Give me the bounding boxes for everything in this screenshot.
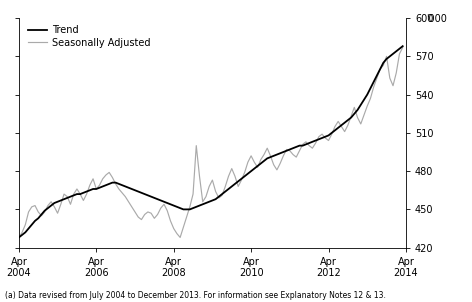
Text: (a) Data revised from July 2004 to December 2013. For information see Explanator: (a) Data revised from July 2004 to Decem… (5, 291, 386, 300)
Seasonally Adjusted (16, 236, 22, 239)
Y-axis label: '000: '000 (426, 14, 447, 24)
Trend (400, 44, 405, 48)
Seasonally Adjusted (280, 154, 286, 158)
Seasonally Adjusted (229, 167, 235, 170)
Trend (319, 136, 325, 140)
Trend (119, 183, 125, 187)
Line: Seasonally Adjusted: Seasonally Adjusted (19, 47, 403, 237)
Trend (387, 55, 393, 58)
Trend (229, 185, 235, 188)
Trend (280, 150, 286, 154)
Seasonally Adjusted (97, 183, 102, 187)
Seasonally Adjusted (319, 132, 325, 136)
Seasonally Adjusted (400, 46, 405, 49)
Seasonally Adjusted (119, 191, 125, 194)
Line: Trend: Trend (19, 46, 403, 237)
Seasonally Adjusted (387, 76, 393, 80)
Trend (97, 186, 102, 190)
Trend (16, 236, 22, 239)
Legend: Trend, Seasonally Adjusted: Trend, Seasonally Adjusted (27, 25, 151, 48)
